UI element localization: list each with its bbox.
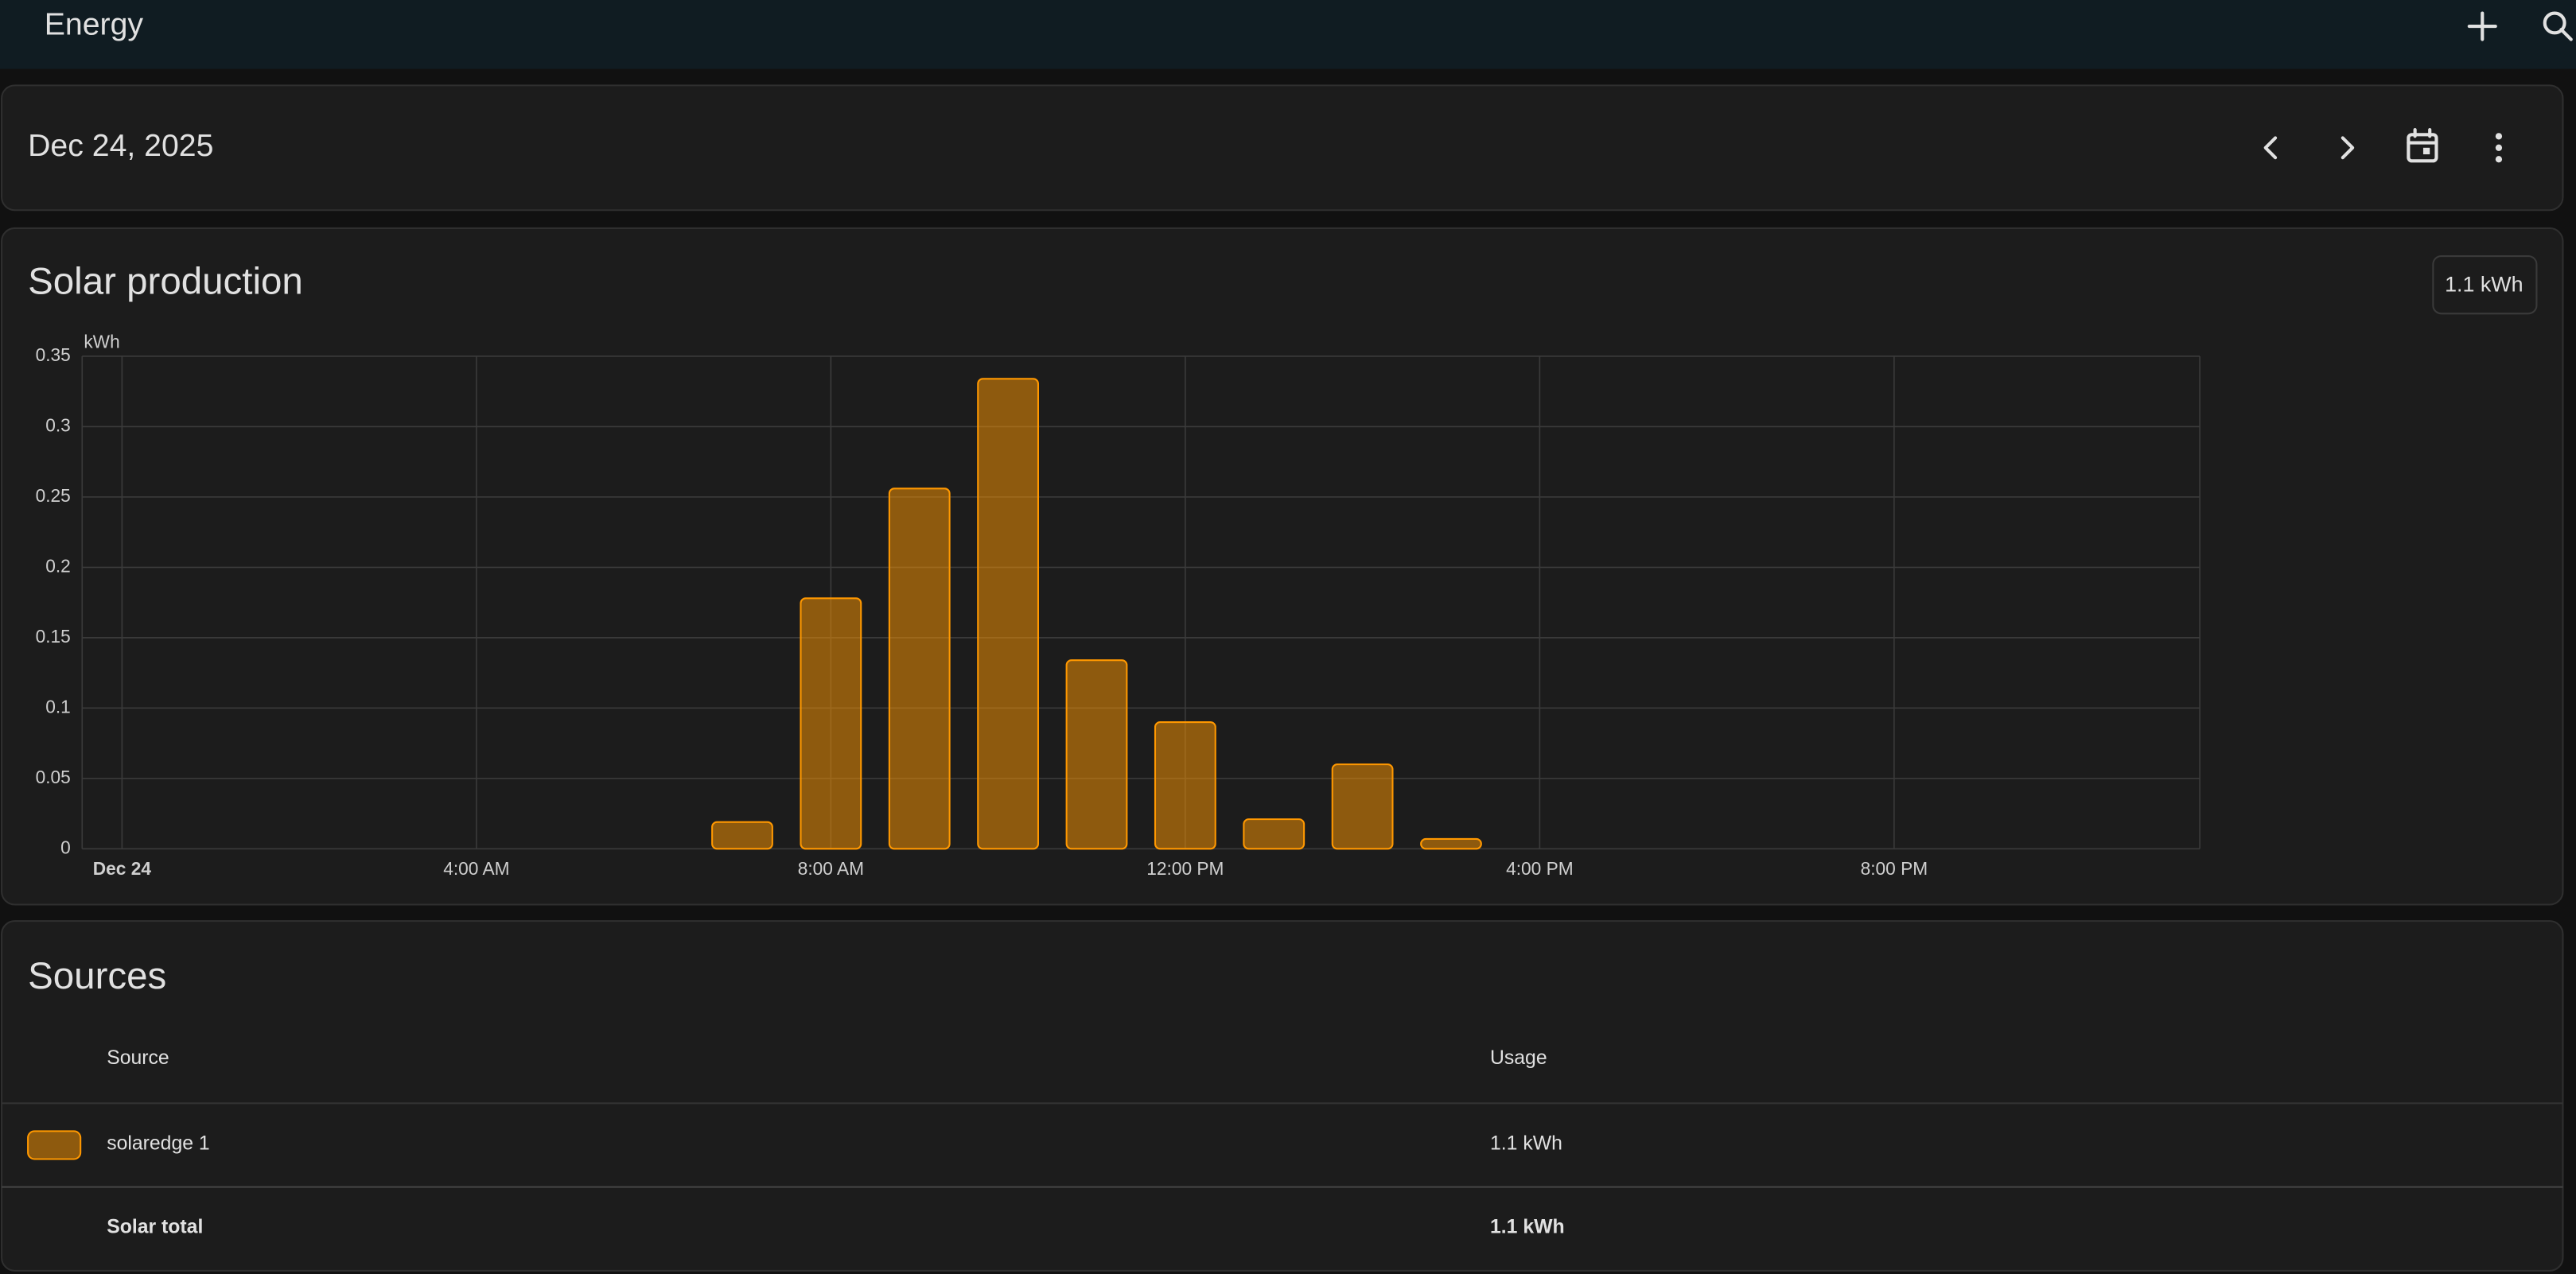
y-tick-label: 0.35: [36, 344, 71, 365]
source-row: [27, 1130, 82, 1160]
x-tick-label: 4:00 PM: [1506, 858, 1574, 879]
column-header: Usage: [1490, 1047, 1547, 1069]
sources-card: [1, 920, 2564, 1272]
column-header: Source: [107, 1047, 169, 1069]
x-tick-label: 12:00 PM: [1146, 858, 1224, 879]
calendar-button[interactable]: [2407, 128, 2438, 163]
y-tick-label: 0.25: [36, 485, 71, 506]
sources-title: Sources: [28, 955, 166, 997]
x-tick-label: Dec 24: [93, 858, 152, 879]
x-tick-label: 4:00 AM: [443, 858, 509, 879]
bar: [711, 821, 773, 850]
total-value: 1.1 kWh: [2445, 272, 2523, 296]
bar: [977, 378, 1040, 850]
bar: [1065, 659, 1128, 850]
bar: [1154, 721, 1216, 850]
y-unit: kWh: [84, 331, 119, 352]
bar: [1331, 763, 1394, 850]
y-tick-label: 0.15: [36, 626, 71, 647]
bar: [1243, 818, 1306, 850]
y-tick-label: 0.1: [45, 696, 71, 717]
bar: [800, 597, 862, 850]
y-tick-label: 0: [60, 837, 71, 857]
total-usage: 1.1 kWh: [1490, 1217, 1565, 1238]
source-name: solaredge 1: [107, 1132, 209, 1154]
date-card: [1, 84, 2564, 212]
solar-card: [1, 227, 2564, 906]
bar: [888, 487, 951, 850]
total-badge: [2432, 255, 2538, 315]
previous-button[interactable]: [2263, 136, 2278, 160]
add-button[interactable]: [2467, 11, 2497, 41]
y-tick-label: 0.2: [45, 555, 71, 576]
total-label: Solar total: [107, 1217, 203, 1238]
bar: [1420, 837, 1482, 850]
chart: 0 0.05 0.1 0.15 0.2 0.25 0.3 0.35 Dec 24 4:00 AM 8…: [36, 344, 2200, 879]
x-tick-label: 8:00 AM: [798, 858, 864, 879]
source-color: [27, 1130, 82, 1160]
x-tick-label: 8:00 PM: [1861, 858, 1928, 879]
y-tick-label: 0.05: [36, 767, 71, 787]
card-title: Solar production: [28, 261, 303, 303]
next-button[interactable]: [2341, 136, 2355, 160]
source-usage: 1.1 kWh: [1490, 1132, 1562, 1154]
y-tick-label: 0.3: [45, 414, 71, 435]
date-label: Dec 24, 2025: [28, 128, 213, 163]
search-button[interactable]: [2543, 11, 2573, 41]
page-title: Energy: [45, 6, 144, 41]
more-button[interactable]: [2495, 133, 2503, 163]
top-bar: [0, 0, 2576, 69]
